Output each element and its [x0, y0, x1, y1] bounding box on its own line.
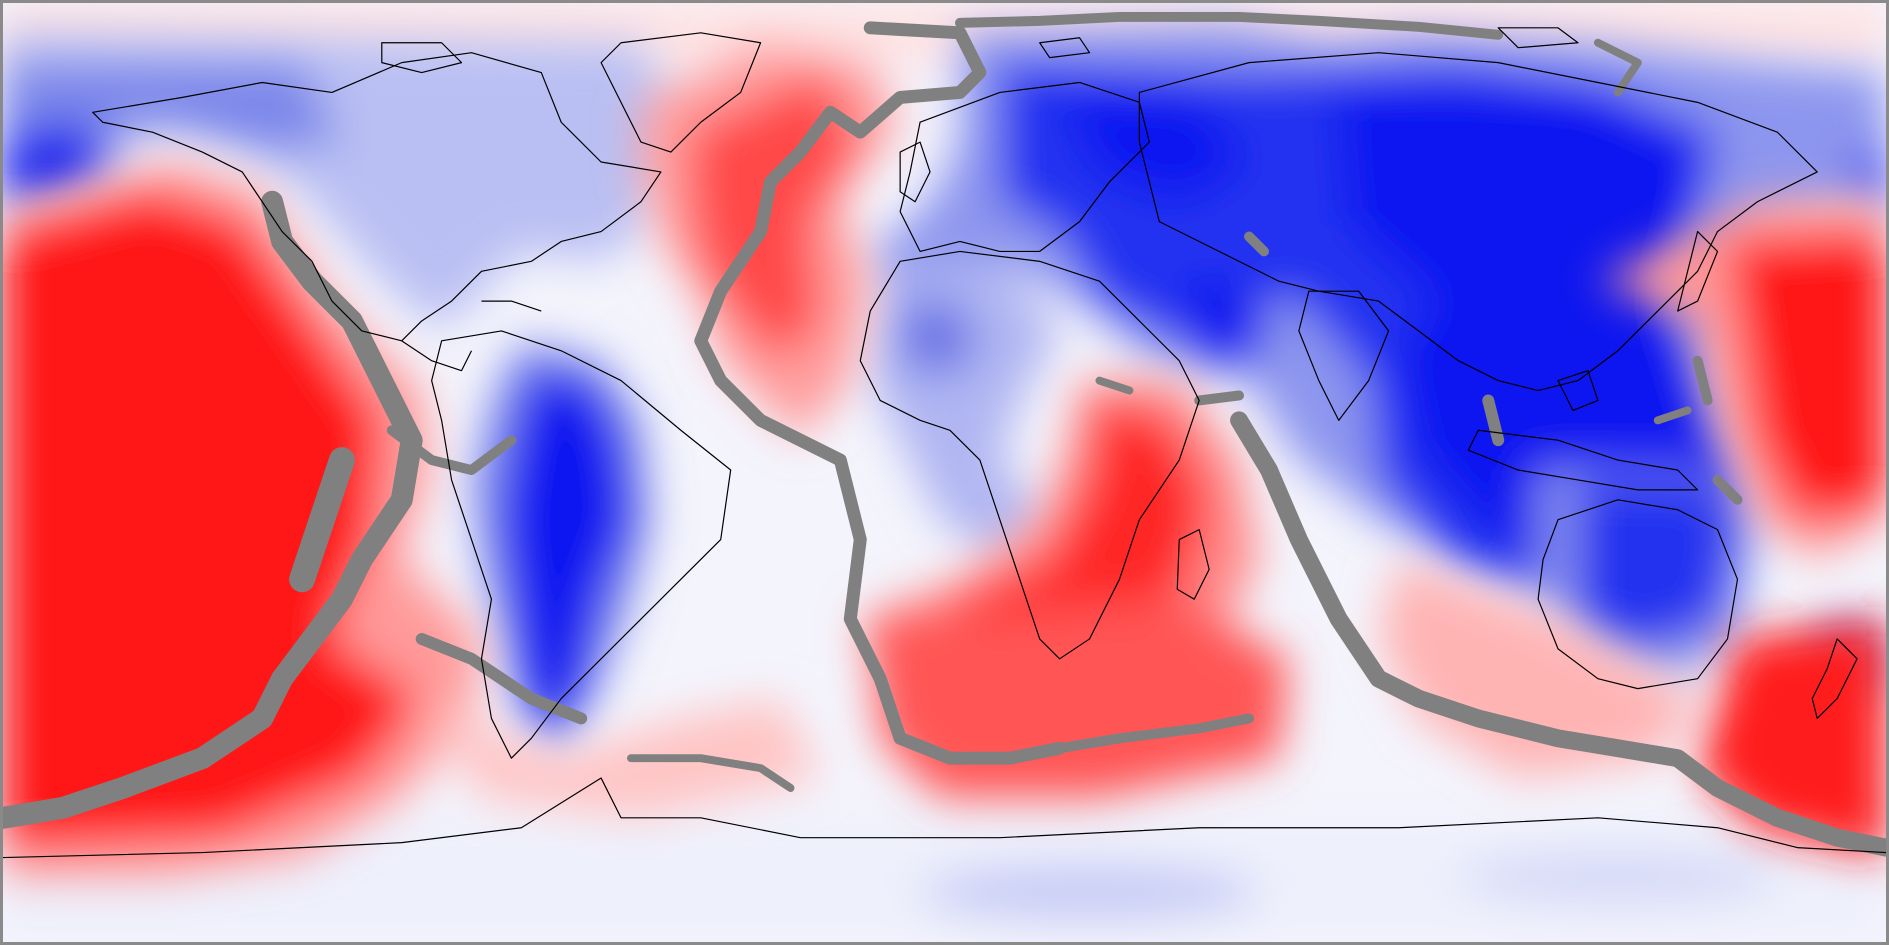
- coastline-indonesia: [1467, 429, 1699, 491]
- coastline-asia: [1138, 52, 1818, 392]
- coastline-india: [1298, 290, 1390, 421]
- coastlines: [3, 27, 1886, 859]
- coastline-new-zealand: [1811, 638, 1858, 720]
- coastline-british-isles: [899, 141, 931, 203]
- map-canvas: [3, 3, 1886, 942]
- coastline-greenland: [600, 32, 762, 153]
- coastline-antarctica: [3, 777, 1886, 859]
- coastline-australia: [1537, 499, 1739, 690]
- coastline-africa: [859, 250, 1200, 660]
- coastline-europe: [899, 81, 1150, 253]
- coastline-japan: [1677, 230, 1719, 312]
- coastline-madagascar: [1176, 529, 1210, 600]
- coastline-north-america: [92, 52, 662, 342]
- coastline-south-america: [431, 330, 732, 759]
